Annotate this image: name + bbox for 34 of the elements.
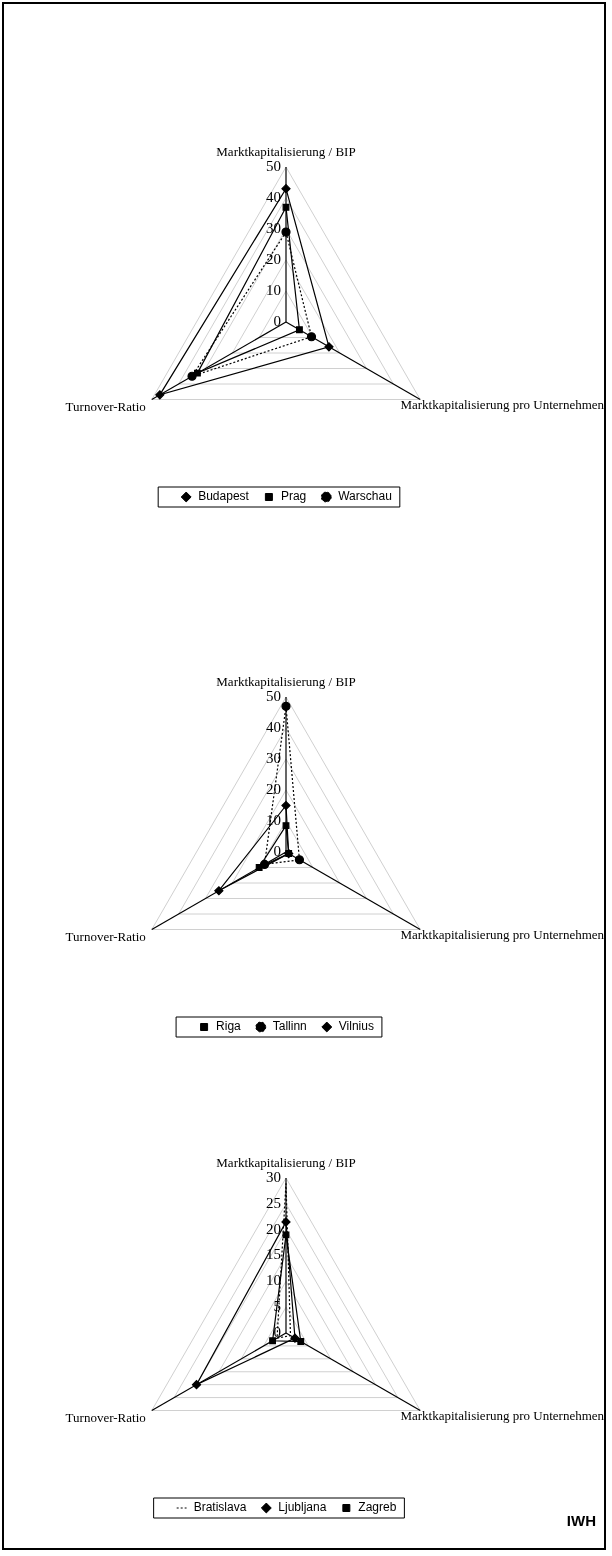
y-tick-label: 50 [266, 157, 281, 174]
y-tick-label: 0 [273, 842, 281, 859]
y-tick-label: 20 [266, 1220, 281, 1237]
legend-label: Vilnius [338, 1019, 374, 1034]
spoke-label: Marktkapitalisierung pro Unternehmen [400, 396, 605, 412]
legend-label: Budapest [198, 489, 250, 504]
y-tick-label: 20 [266, 250, 281, 267]
legend-label: Warschau [338, 489, 392, 504]
y-tick-label: 40 [266, 188, 281, 205]
legend-label: Riga [216, 1019, 242, 1034]
legend-label: Zagreb [358, 1500, 397, 1515]
y-tick-label: 30 [266, 1168, 281, 1185]
y-tick-label: 0 [273, 1323, 281, 1340]
spoke-label: Turnover-Ratio [65, 398, 146, 414]
spoke-label: Turnover-Ratio [65, 928, 146, 944]
spoke-label: Marktkapitalisierung / BIP [216, 1155, 356, 1171]
legend-label: Tallinn [272, 1019, 307, 1034]
legend-label: Ljubljana [278, 1500, 327, 1515]
legend-label: Prag [280, 489, 307, 504]
spoke-label: Marktkapitalisierung pro Unternehmen [400, 926, 605, 942]
y-tick-label: 0 [273, 312, 281, 329]
text: IWH [566, 1512, 596, 1529]
spoke-label: Marktkapitalisierung / BIP [216, 674, 356, 690]
y-tick-label: 30 [266, 749, 281, 766]
spoke-label: Turnover-Ratio [65, 1409, 146, 1425]
y-tick-label: 20 [266, 780, 281, 797]
spoke-label: Marktkapitalisierung pro Unternehmen [400, 1407, 605, 1423]
legend-label: Bratislava [193, 1500, 247, 1515]
y-tick-label: 15 [266, 1246, 281, 1263]
y-tick-label: 10 [266, 281, 281, 298]
y-tick-label: 40 [266, 718, 281, 735]
spoke-label: Marktkapitalisierung / BIP [216, 144, 356, 160]
y-tick-label: 25 [266, 1194, 281, 1211]
y-tick-label: 50 [266, 687, 281, 704]
